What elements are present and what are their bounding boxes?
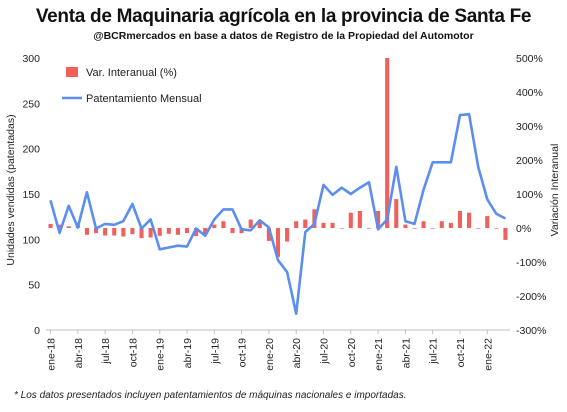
var-interanual-bar <box>184 228 190 234</box>
chart-subtitle: @BCRmercados en base a datos de Registro… <box>93 30 474 42</box>
x-tick-label: jul-18 <box>100 338 112 365</box>
var-interanual-bar <box>439 221 444 228</box>
legend-label: Patentamiento Mensual <box>86 93 202 105</box>
var-interanual-bar <box>275 228 281 257</box>
y-tick-label: 300 <box>22 53 40 65</box>
x-tick-label: abr-19 <box>182 338 194 369</box>
x-tick-label: oct-21 <box>455 338 467 367</box>
y-tick-label: 50 <box>28 280 40 292</box>
y2-tick-label: 200% <box>516 155 543 167</box>
footnote: * Los datos presentados incluyen patenta… <box>14 390 407 401</box>
var-interanual-bar <box>139 228 144 239</box>
x-tick-label: jul-19 <box>209 338 221 365</box>
y2-tick-label: 300% <box>516 121 543 133</box>
x-tick-label: oct-19 <box>237 338 249 367</box>
var-interanual-bar <box>203 228 208 235</box>
y-tick-label: 200 <box>22 144 40 156</box>
y-tick-label: 150 <box>22 189 40 201</box>
var-interanual-bar <box>285 228 290 242</box>
y-tick-label: 0 <box>34 325 40 337</box>
patentamiento-line <box>49 112 507 316</box>
y-axis-label: Unidades vendidas (patentadas) <box>5 114 17 265</box>
var-interanual-bar <box>84 228 89 235</box>
var-interanual-bar <box>457 211 463 228</box>
var-interanual-bar <box>348 212 353 228</box>
var-interanual-bar <box>103 228 108 236</box>
var-interanual-bar <box>412 228 417 229</box>
var-interanual-bar <box>494 228 499 229</box>
x-tick-label: ene-21 <box>373 338 385 371</box>
y2-tick-label: -200% <box>516 291 546 303</box>
var-interanual-bar <box>476 228 481 229</box>
x-tick-label: jul-21 <box>428 338 440 365</box>
y2-tick-label: 400% <box>516 87 543 99</box>
var-interanual-bar <box>157 228 162 236</box>
x-tick-label: abr-18 <box>73 338 85 369</box>
var-interanual-bar <box>385 58 390 228</box>
x-tick-label: abr-20 <box>291 338 303 369</box>
var-interanual-bar <box>221 221 226 228</box>
var-interanual-bar <box>394 199 399 228</box>
y2-axis-label: Variación Interanual <box>549 144 561 237</box>
var-interanual-bar <box>148 228 153 238</box>
var-interanual-bar <box>48 223 53 228</box>
var-interanual-bar <box>403 224 408 228</box>
var-interanual-bar <box>330 222 335 228</box>
var-interanual-bar <box>112 228 117 236</box>
var-interanual-bar <box>230 228 235 234</box>
var-interanual-bar <box>175 228 180 235</box>
var-interanual-bar <box>121 228 126 237</box>
x-tick-label: ene-20 <box>264 338 276 371</box>
var-interanual-bar <box>166 228 171 234</box>
var-interanual-bar <box>448 222 453 228</box>
var-interanual-bar <box>266 228 271 241</box>
x-tick-label: ene-18 <box>46 338 58 371</box>
var-interanual-bar <box>485 216 490 228</box>
x-tick-label: oct-20 <box>346 338 358 367</box>
var-interanual-bar <box>257 221 262 228</box>
y-tick-label: 250 <box>22 98 40 110</box>
x-tick-label: oct-18 <box>127 338 139 367</box>
var-interanual-bar <box>93 228 99 234</box>
var-interanual-bar <box>503 228 508 240</box>
x-tick-label: jul-20 <box>318 338 330 365</box>
var-interanual-bar <box>366 228 372 229</box>
var-interanual-bar <box>376 211 381 228</box>
y2-tick-label: -300% <box>516 325 546 337</box>
var-interanual-bar <box>212 224 217 228</box>
legend-bar-swatch <box>66 67 78 77</box>
var-interanual-bar <box>130 228 135 235</box>
legend-label: Var. Interanual (%) <box>86 67 177 79</box>
var-interanual-bar <box>339 228 344 229</box>
var-interanual-bar <box>421 221 426 228</box>
y2-tick-label: 500% <box>516 53 543 65</box>
y2-tick-label: -100% <box>516 257 546 269</box>
x-tick-label: ene-22 <box>482 338 494 371</box>
var-interanual-bar <box>66 226 71 228</box>
y-tick-label: 100 <box>22 234 40 246</box>
var-interanual-bar <box>248 219 253 228</box>
var-interanual-bar <box>194 228 199 237</box>
var-interanual-bar <box>303 219 308 228</box>
x-tick-label: abr-21 <box>400 338 412 369</box>
var-interanual-bar <box>57 224 62 228</box>
chart-title: Venta de Maquinaria agrícola en la provi… <box>35 6 532 27</box>
var-interanual-bar <box>357 211 362 228</box>
y2-tick-label: 0% <box>516 223 531 235</box>
var-interanual-bar <box>294 221 299 228</box>
x-tick-label: ene-19 <box>155 338 167 371</box>
var-interanual-bar <box>467 212 472 228</box>
y2-tick-label: 100% <box>516 189 543 201</box>
var-interanual-bar <box>430 228 435 229</box>
var-interanual-bar <box>321 222 326 228</box>
